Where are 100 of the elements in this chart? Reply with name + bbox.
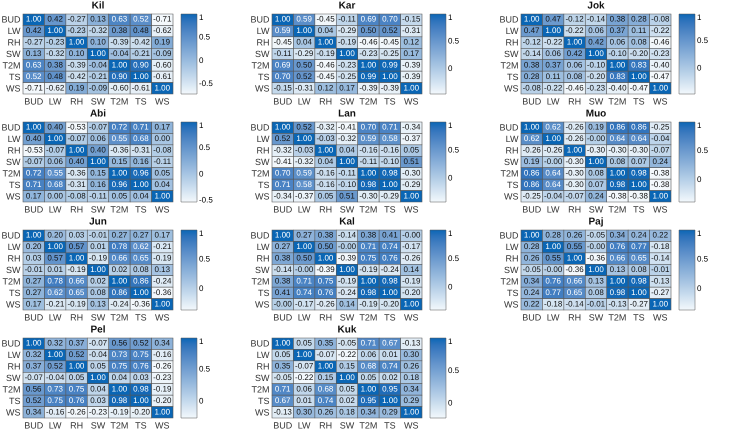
- data-label: 0.13: [90, 14, 106, 24]
- data-label: 1.00: [318, 38, 334, 47]
- x-tick-label: T2M: [110, 96, 128, 106]
- data-label: 0.75: [68, 384, 85, 394]
- data-label: -0.23: [67, 26, 86, 36]
- color-bar-label: 0: [199, 56, 204, 65]
- data-label: 0.06: [588, 26, 604, 36]
- data-label: 0.03: [68, 230, 85, 240]
- y-tick-label: TS: [258, 288, 270, 298]
- data-label: -0.34: [402, 122, 421, 132]
- data-label: -0.31: [402, 26, 421, 36]
- x-tick-label: BUD: [24, 96, 44, 106]
- data-label: 1.00: [68, 362, 85, 371]
- data-label: -0.30: [630, 146, 649, 155]
- y-tick-label: SW: [6, 265, 22, 275]
- data-label: 0.86: [133, 276, 150, 286]
- color-bar-label: 0: [448, 398, 453, 408]
- data-label: 0.05: [154, 168, 171, 178]
- data-label: -0.18: [651, 242, 670, 252]
- x-tick-label: WS: [155, 96, 170, 106]
- data-label: 0.62: [133, 242, 150, 252]
- data-label: 0.17: [154, 230, 171, 240]
- x-tick-label: SW: [588, 96, 604, 106]
- data-label: 1.00: [112, 60, 128, 70]
- data-label: 1.00: [68, 146, 85, 155]
- data-label: 0.98: [631, 276, 648, 286]
- data-label: 0.10: [68, 49, 85, 58]
- data-label: 0.14: [403, 265, 420, 274]
- data-label: 0.48: [133, 26, 150, 36]
- data-label: -0.61: [153, 72, 172, 81]
- data-label: 0.34: [154, 338, 171, 348]
- data-label: 0.15: [112, 157, 128, 166]
- data-label: 0.17: [154, 122, 171, 132]
- data-label: -0.22: [544, 83, 563, 92]
- data-label: -0.04: [110, 49, 130, 58]
- data-label: 0.00: [154, 134, 171, 144]
- data-label: -0.16: [316, 180, 336, 189]
- data-label: -0.46: [651, 38, 670, 47]
- data-label: 0.98: [610, 288, 626, 297]
- data-label: 0.04: [339, 146, 356, 155]
- data-label: 0.70: [360, 122, 377, 132]
- data-label: 1.00: [360, 60, 377, 70]
- data-label: -0.21: [153, 242, 172, 252]
- data-label: -0.36: [132, 299, 151, 308]
- data-label: 0.20: [26, 242, 42, 252]
- x-tick-label: WS: [404, 420, 419, 430]
- data-label: 0.59: [360, 134, 377, 144]
- data-label: 1.00: [133, 288, 150, 297]
- data-label: 0.40: [47, 122, 64, 132]
- data-label: 0.05: [296, 338, 312, 348]
- data-label: -0.11: [274, 49, 292, 58]
- data-label: -0.15: [402, 14, 421, 24]
- x-tick-label: TS: [384, 420, 396, 430]
- x-tick-label: WS: [404, 204, 419, 214]
- data-label: 1.00: [296, 134, 312, 144]
- data-label: -0.16: [316, 168, 336, 178]
- data-label: -0.24: [110, 299, 130, 308]
- data-label: -0.19: [402, 276, 421, 286]
- data-label: 0.19: [154, 38, 171, 47]
- data-label: -0.45: [274, 38, 292, 47]
- data-label: 0.51: [339, 191, 356, 200]
- data-label: -0.16: [46, 407, 65, 416]
- data-label: 1.00: [566, 38, 583, 47]
- data-label: 0.78: [112, 242, 128, 252]
- x-tick-label: BUD: [522, 204, 542, 214]
- data-label: -0.38: [651, 168, 670, 178]
- x-tick-label: TS: [384, 312, 396, 322]
- data-label: 0.42: [47, 14, 64, 24]
- color-bar-label: 0: [697, 63, 702, 72]
- data-label: -0.45: [316, 72, 336, 81]
- data-label: 1.00: [112, 168, 128, 178]
- data-label: 0.50: [360, 26, 377, 36]
- data-label: 0.07: [588, 180, 604, 189]
- data-label: 1.00: [610, 60, 626, 70]
- data-label: 0.13: [154, 265, 171, 274]
- data-label: 1.00: [318, 254, 334, 263]
- data-label: 0.29: [403, 396, 420, 405]
- data-label: 0.83: [610, 72, 626, 81]
- color-bar-label: 1: [199, 337, 204, 346]
- data-label: 0.15: [339, 362, 356, 371]
- data-label: -0.07: [565, 191, 584, 200]
- data-label: 0.17: [339, 83, 356, 92]
- data-label: 0.38: [112, 26, 128, 36]
- data-label: -0.04: [88, 350, 108, 360]
- data-label: -0.42: [67, 72, 86, 81]
- y-tick-label: T2M: [2, 276, 20, 286]
- data-label: -0.30: [608, 146, 628, 155]
- data-label: 0.99: [382, 60, 398, 70]
- color-bar-label: 0.5: [448, 254, 460, 263]
- data-label: 0.32: [47, 338, 64, 348]
- y-tick-label: WS: [504, 299, 518, 310]
- data-label: 0.98: [610, 180, 626, 189]
- data-label: -0.29: [338, 26, 357, 36]
- data-label: 0.68: [47, 180, 64, 189]
- data-label: 0.27: [26, 288, 42, 297]
- data-label: -0.20: [586, 72, 606, 81]
- data-label: 0.10: [90, 38, 106, 47]
- data-label: -0.19: [153, 384, 172, 394]
- color-bar-label: 0.5: [697, 254, 709, 264]
- data-label: 0.34: [524, 276, 540, 286]
